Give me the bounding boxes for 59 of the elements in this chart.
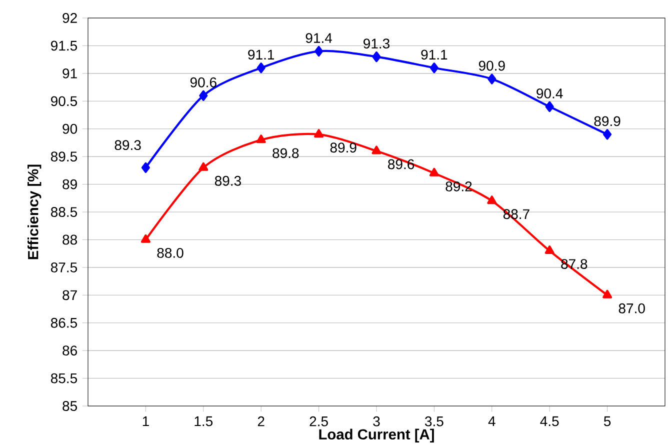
y-tick-label: 88.5 <box>50 207 78 217</box>
point <box>140 234 150 243</box>
data-label: 89.6 <box>388 159 414 170</box>
data-label: 91.1 <box>421 50 448 60</box>
point <box>256 62 266 74</box>
point <box>603 129 612 140</box>
y-tick-label: 90 <box>62 124 78 134</box>
data-label: 91.4 <box>306 33 332 43</box>
point <box>430 62 438 74</box>
point <box>487 196 497 204</box>
data-label: 89.9 <box>330 142 356 153</box>
data-label: 87.0 <box>618 303 645 314</box>
x-tick-label: 4.5 <box>540 416 559 426</box>
point <box>314 46 324 57</box>
point <box>256 134 266 144</box>
data-label: 88.0 <box>157 248 184 258</box>
data-label: 90.6 <box>190 77 216 88</box>
y-tick-label: 85.5 <box>50 373 78 384</box>
point <box>602 290 612 298</box>
x-tick-label: 2 <box>258 416 264 426</box>
x-axis-title: Load Current [A] <box>319 428 434 442</box>
y-tick-label: 92 <box>62 13 77 23</box>
point <box>544 245 554 254</box>
x-tick-label: 1.5 <box>194 416 213 426</box>
data-label: 89.8 <box>272 148 299 158</box>
data-label: 89.3 <box>214 176 241 186</box>
x-tick-label: 2.5 <box>310 416 328 426</box>
data-label: 89.9 <box>594 116 620 126</box>
x-tick-label: 3 <box>373 416 380 426</box>
data-label: 90.9 <box>478 60 505 71</box>
data-label: 90.4 <box>536 88 563 98</box>
y-axis-title: Efficiency [%] <box>28 164 42 260</box>
y-tick-label: 90.5 <box>51 96 78 106</box>
x-tick-label: 3.5 <box>424 416 444 426</box>
point <box>488 74 496 84</box>
data-label: 91.1 <box>248 50 274 60</box>
y-tick-label: 89 <box>62 179 77 190</box>
y-tick-label: 91.5 <box>51 40 78 51</box>
point <box>429 168 439 176</box>
x-tick-label: 4 <box>488 416 496 426</box>
y-tick-label: 88 <box>62 234 77 245</box>
x-tick-label: 1 <box>142 416 149 426</box>
data-label: 89.3 <box>114 140 141 150</box>
point <box>314 129 324 138</box>
y-tick-label: 87.5 <box>50 262 78 272</box>
x-tick-label: 5 <box>604 416 611 426</box>
y-tick-label: 87 <box>62 290 77 300</box>
y-tick-label: 86 <box>62 346 77 356</box>
point <box>198 162 208 171</box>
data-label: 91.3 <box>364 38 390 49</box>
point <box>372 146 382 154</box>
point <box>141 162 150 173</box>
y-tick-label: 89.5 <box>50 152 78 162</box>
y-tick-label: 91 <box>62 68 77 78</box>
y-tick-label: 86.5 <box>50 318 78 328</box>
point <box>545 101 554 112</box>
point <box>199 90 208 101</box>
y-tick-label: 85 <box>62 401 78 411</box>
point <box>372 51 381 62</box>
